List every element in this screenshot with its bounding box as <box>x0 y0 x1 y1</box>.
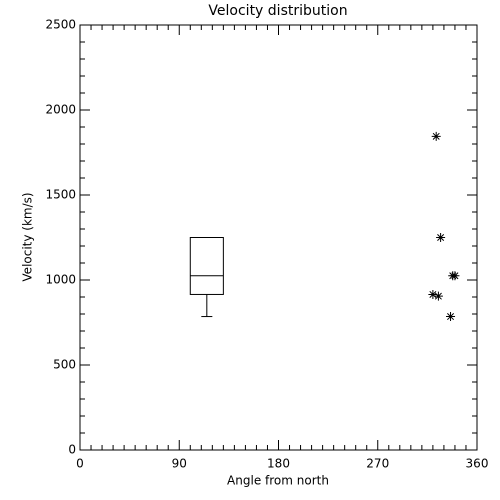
asterisk-point <box>450 271 460 281</box>
y-tick-label: 2000 <box>45 103 76 117</box>
chart-title: Velocity distribution <box>208 3 347 19</box>
x-tick-label: 0 <box>76 457 84 471</box>
y-tick-label: 1000 <box>45 273 76 287</box>
y-axis-label: Velocity (km/s) <box>21 192 35 281</box>
x-tick-label: 180 <box>267 457 290 471</box>
x-tick-label: 360 <box>466 457 489 471</box>
y-tick-label: 1500 <box>45 188 76 202</box>
asterisk-point <box>436 233 446 242</box>
x-tick-label: 90 <box>172 457 187 471</box>
asterisk-point <box>433 291 443 301</box>
y-tick-label: 500 <box>53 358 76 372</box>
asterisk-point <box>431 131 441 141</box>
x-axis-label: Angle from north <box>227 474 329 488</box>
x-tick-label: 270 <box>366 457 389 471</box>
y-tick-label: 0 <box>68 443 76 457</box>
asterisk-point <box>428 289 438 299</box>
asterisk-point <box>446 312 456 322</box>
y-tick-label: 2500 <box>45 18 76 32</box>
